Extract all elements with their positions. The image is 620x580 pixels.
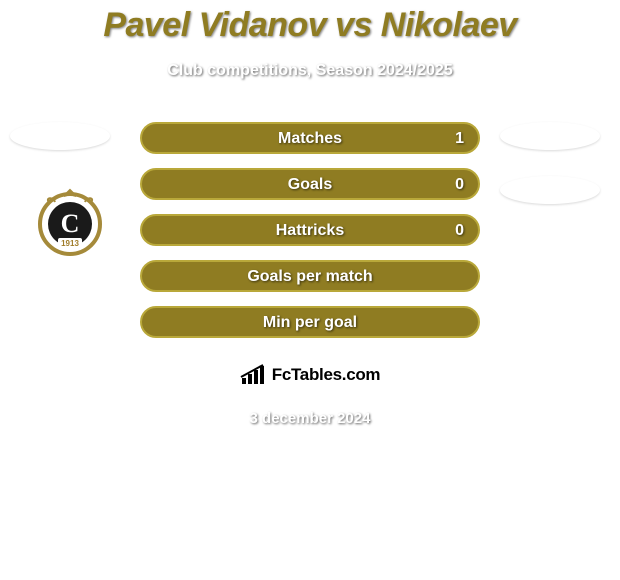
stat-value: 0 xyxy=(455,222,464,240)
placeholder-ellipse xyxy=(10,122,110,150)
page-subtitle: Club competitions, Season 2024/2025 xyxy=(0,62,620,80)
stat-row: Hattricks0 xyxy=(140,214,480,246)
club-badge-icon: C 1913 xyxy=(31,182,109,260)
brand-attribution[interactable]: FcTables.com xyxy=(202,354,418,396)
placeholder-ellipse xyxy=(500,176,600,204)
stat-label: Hattricks xyxy=(142,222,478,240)
stat-label: Matches xyxy=(142,130,478,148)
stat-label: Goals per match xyxy=(142,268,478,286)
svg-text:1913: 1913 xyxy=(61,239,79,248)
placeholder-ellipse xyxy=(500,122,600,150)
stat-label: Goals xyxy=(142,176,478,194)
stat-row: Min per goal xyxy=(140,306,480,338)
bars-icon xyxy=(240,364,266,386)
stat-row: Goals0 xyxy=(140,168,480,200)
stat-label: Min per goal xyxy=(142,314,478,332)
stat-value: 0 xyxy=(455,176,464,194)
svg-text:C: C xyxy=(61,209,80,238)
page-title: Pavel Vidanov vs Nikolaev xyxy=(0,6,620,45)
team-crest-left: C 1913 xyxy=(20,180,120,262)
snapshot-date: 3 december 2024 xyxy=(0,410,620,427)
brand-text: FcTables.com xyxy=(272,365,381,385)
stat-value: 1 xyxy=(455,130,464,148)
stat-row: Goals per match xyxy=(140,260,480,292)
comparison-card: Pavel Vidanov vs Nikolaev Club competiti… xyxy=(0,0,620,440)
stat-row: Matches1 xyxy=(140,122,480,154)
